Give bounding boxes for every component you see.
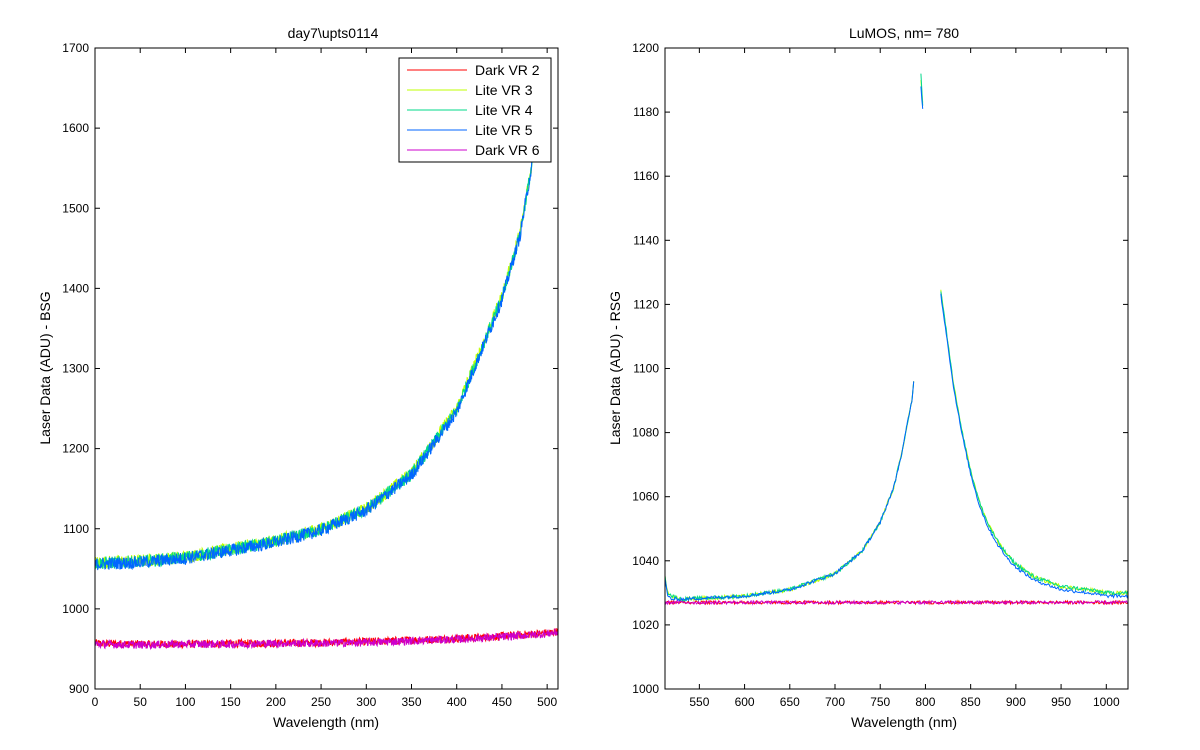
- left-chart: day7\upts0114 0 50 100 150 200 250 300 350 400 45…: [37, 25, 559, 730]
- x-tick-label: 450: [492, 695, 512, 709]
- y-tick-label: 1120: [633, 297, 659, 311]
- y-tick-label: 1100: [633, 362, 659, 376]
- x-tick-label: 100: [175, 695, 195, 709]
- x-tick-label: 1000: [1093, 695, 1120, 709]
- y-tick-label: 1700: [62, 41, 89, 55]
- legend-label: Dark VR 2: [475, 62, 540, 78]
- series-line-lite-vr-5-seg0: [665, 381, 915, 602]
- x-tick-label: 950: [1051, 695, 1071, 709]
- x-tick-label: 750: [870, 695, 890, 709]
- x-tick-label: 400: [447, 695, 467, 709]
- x-tick-label: 700: [825, 695, 845, 709]
- left-x-axis-label: Wavelength (nm): [273, 714, 379, 730]
- y-tick-label: 1200: [632, 41, 659, 55]
- x-tick-label: 50: [134, 695, 148, 709]
- legend: Dark VR 2 Lite VR 3 Lite VR 4 Lite VR 5 Dark…: [398, 57, 552, 163]
- x-tick-label: 600: [735, 695, 755, 709]
- x-tick-label: 250: [311, 695, 331, 709]
- y-tick-label: 1160: [633, 169, 659, 183]
- left-y-axis-label: Laser Data (ADU) - BSG: [37, 291, 53, 444]
- right-chart-title: LuMOS, nm= 780: [849, 25, 959, 41]
- x-tick-label: 350: [401, 695, 421, 709]
- left-chart-title: day7\upts0114: [288, 25, 379, 41]
- x-tick-label: 850: [961, 695, 981, 709]
- y-tick-label: 1600: [62, 121, 89, 135]
- series-line-lite-vr-3-seg2: [940, 289, 1128, 596]
- x-tick-label: 500: [537, 695, 557, 709]
- series-line-lite-vr-4-seg2: [940, 291, 1128, 596]
- x-tick-label: 200: [266, 695, 286, 709]
- right-axes-box: [664, 47, 1129, 690]
- legend-label: Dark VR 6: [475, 142, 540, 158]
- y-tick-label: 1500: [62, 201, 89, 215]
- right-chart: LuMOS, nm= 780 550 600 650 700 750 800 850 900 9…: [607, 25, 1129, 730]
- y-tick-label: 900: [69, 682, 89, 696]
- y-tick-label: 1140: [633, 233, 659, 247]
- left-plot-area: [95, 122, 558, 651]
- y-tick-label: 1300: [62, 362, 89, 376]
- left-ticks: 0 50 100 150 200 250 300 350 400 450 500 900 1000 110…: [62, 41, 558, 709]
- x-tick-label: 900: [1006, 695, 1026, 709]
- right-x-axis-label: Wavelength (nm): [851, 714, 957, 730]
- series-line-lite-vr-5-seg2: [940, 293, 1128, 599]
- series-line-lite-vr-4-seg0: [665, 381, 915, 603]
- y-tick-label: 1400: [62, 281, 89, 295]
- series-line-lite-vr-4: [95, 122, 539, 570]
- y-tick-label: 1060: [632, 490, 659, 504]
- legend-label: Lite VR 5: [475, 122, 533, 138]
- y-tick-label: 1000: [62, 602, 89, 616]
- y-tick-label: 1180: [633, 105, 659, 119]
- legend-label: Lite VR 3: [475, 82, 533, 98]
- x-tick-label: 300: [356, 695, 376, 709]
- y-tick-label: 1100: [63, 522, 89, 536]
- right-ticks: 550 600 650 700 750 800 850 900 950 1000 1000 1020 1…: [632, 41, 1128, 709]
- right-y-axis-label: Laser Data (ADU) - RSG: [607, 291, 623, 445]
- series-line-dark-vr-6: [95, 628, 558, 651]
- right-plot-area: [665, 73, 1128, 606]
- y-tick-label: 1020: [632, 618, 659, 632]
- x-tick-label: 800: [915, 695, 935, 709]
- y-tick-label: 1200: [62, 442, 89, 456]
- x-tick-label: 550: [689, 695, 709, 709]
- y-tick-label: 1080: [632, 426, 659, 440]
- legend-label: Lite VR 4: [475, 102, 533, 118]
- series-line-lite-vr-5-seg1: [920, 86, 924, 109]
- series-line-lite-vr-3-seg0: [665, 381, 915, 603]
- series-line-dark-vr-6: [665, 599, 1128, 606]
- series-line-lite-vr-3: [95, 125, 539, 570]
- y-tick-label: 1000: [632, 682, 659, 696]
- series-line-lite-vr-5: [95, 127, 539, 571]
- x-tick-label: 0: [92, 695, 99, 709]
- x-tick-label: 150: [221, 695, 241, 709]
- x-tick-label: 650: [780, 695, 800, 709]
- y-tick-label: 1040: [632, 554, 659, 568]
